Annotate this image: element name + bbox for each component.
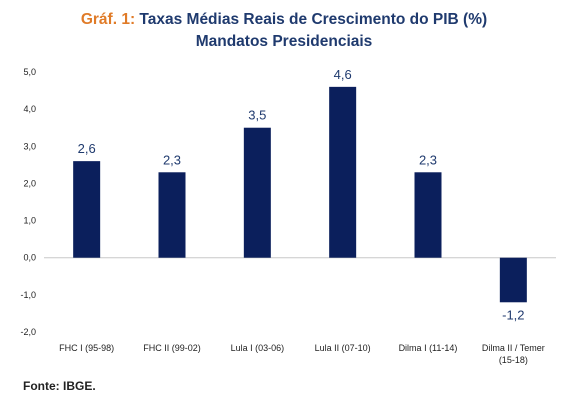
chart-title: Gráf. 1: Taxas Médias Reais de Crescimen… bbox=[0, 9, 568, 30]
data-label: 2,6 bbox=[78, 141, 96, 156]
source-note: Fonte: IBGE. bbox=[23, 379, 96, 393]
x-tick-label: Dilma I (11-14) bbox=[399, 343, 458, 353]
bar bbox=[243, 127, 271, 258]
data-label: 3,5 bbox=[248, 108, 266, 123]
x-tick-label: Lula I (03-06) bbox=[231, 343, 285, 353]
bar bbox=[414, 172, 442, 258]
bar bbox=[158, 172, 186, 258]
y-tick-label: 4,0 bbox=[23, 104, 36, 114]
y-tick-label: 5,0 bbox=[23, 67, 36, 77]
chart-title-text: Taxas Médias Reais de Crescimento do PIB… bbox=[139, 11, 488, 28]
y-tick-label: 2,0 bbox=[23, 178, 36, 188]
x-tick-label: Lula II (07-10) bbox=[315, 343, 371, 353]
x-tick-label: (15-18) bbox=[499, 355, 528, 365]
y-tick-label: -2,0 bbox=[20, 327, 36, 337]
data-label: -1,2 bbox=[502, 307, 524, 322]
bar bbox=[73, 161, 101, 258]
bar bbox=[499, 257, 527, 303]
y-tick-label: 0,0 bbox=[23, 253, 36, 263]
y-tick-label: 3,0 bbox=[23, 141, 36, 151]
data-label: 2,3 bbox=[419, 152, 437, 167]
y-tick-label: 1,0 bbox=[23, 216, 36, 226]
x-tick-label: Dilma II / Temer bbox=[482, 343, 545, 353]
x-tick-label: FHC I (95-98) bbox=[59, 343, 114, 353]
data-label: 4,6 bbox=[334, 67, 352, 82]
data-label: 2,3 bbox=[163, 152, 181, 167]
y-tick-label: -1,0 bbox=[20, 290, 36, 300]
x-tick-label: FHC II (99-02) bbox=[143, 343, 201, 353]
chart-title-prefix: Gráf. 1: bbox=[80, 11, 136, 28]
bar bbox=[329, 86, 357, 258]
chart-subtitle: Mandatos Presidenciais bbox=[195, 33, 373, 50]
